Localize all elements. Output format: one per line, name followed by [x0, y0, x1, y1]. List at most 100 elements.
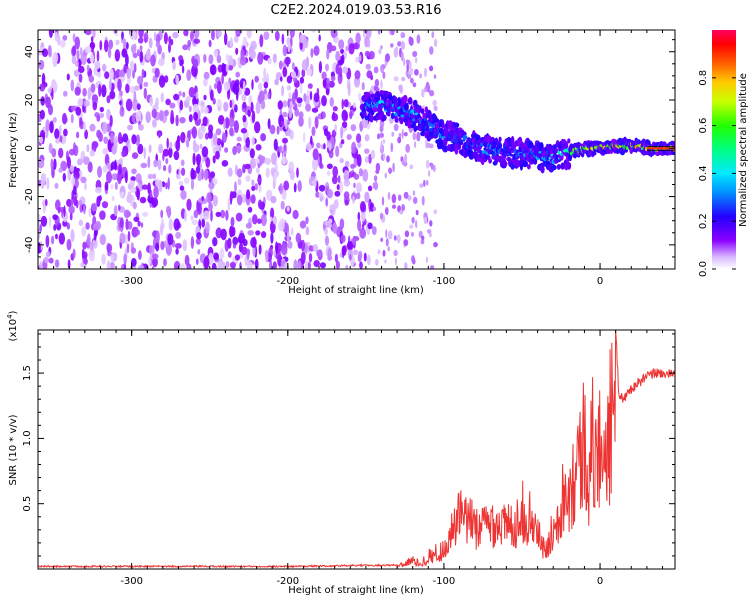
noise-blob	[236, 194, 243, 206]
noise-blob	[119, 100, 122, 106]
noise-blob	[168, 42, 171, 53]
noise-blob	[82, 87, 87, 97]
noise-blob	[196, 232, 202, 240]
noise-blob	[123, 253, 127, 265]
noise-blob	[48, 143, 53, 154]
noise-blob	[215, 150, 220, 160]
noise-blob	[58, 167, 63, 173]
noise-blob	[38, 59, 45, 70]
noise-blob	[38, 158, 45, 169]
noise-blob	[349, 253, 352, 262]
signal-blob	[498, 142, 503, 150]
noise-blob	[335, 260, 340, 269]
noise-blob	[216, 80, 222, 94]
noise-blob	[58, 124, 62, 136]
noise-blob	[310, 135, 313, 147]
noise-blob	[225, 63, 229, 73]
noise-blob	[356, 154, 362, 167]
noise-blob	[326, 188, 333, 199]
noise-blob	[412, 190, 416, 196]
signal-blob	[646, 140, 651, 146]
noise-blob	[116, 159, 123, 168]
noise-blob	[230, 216, 235, 227]
noise-blob	[411, 231, 414, 237]
noise-blob	[419, 183, 424, 189]
noise-blob	[258, 184, 262, 193]
signal-core	[509, 153, 513, 157]
noise-blob	[74, 36, 81, 50]
noise-blob	[54, 259, 60, 268]
noise-blob	[419, 73, 422, 79]
noise-blob	[158, 180, 163, 193]
signal-blob	[402, 94, 408, 103]
figure-title: C2E2.2024.019.03.53.R16	[270, 3, 441, 18]
noise-blob	[219, 248, 225, 259]
noise-blob	[48, 215, 52, 228]
noise-blob	[385, 53, 390, 63]
noise-blob	[48, 30, 53, 38]
noise-blob	[57, 207, 61, 214]
noise-blob	[205, 221, 210, 234]
noise-blob	[290, 70, 297, 79]
snr-line	[38, 330, 675, 569]
noise-blob	[234, 181, 237, 193]
noise-blob	[251, 110, 256, 124]
noise-blob	[216, 30, 222, 38]
noise-blob	[101, 84, 107, 98]
noise-blob	[89, 241, 94, 252]
noise-blob	[393, 123, 399, 132]
noise-blob	[391, 193, 397, 204]
noise-blob	[227, 237, 232, 249]
noise-blob	[401, 204, 405, 212]
noise-blob	[196, 258, 199, 265]
noise-blob	[197, 171, 202, 182]
noise-blob	[70, 165, 74, 173]
noise-blob	[111, 173, 119, 181]
noise-blob	[306, 68, 313, 76]
noise-blob	[83, 121, 87, 132]
noise-blob	[390, 142, 394, 153]
noise-blob	[262, 76, 268, 83]
noise-blob	[109, 68, 114, 81]
snr-panel: -300 -200 -100 0 0.5 1.0 1.5 Height of straig…	[6, 310, 676, 596]
noise-blob	[95, 186, 102, 194]
noise-blob	[340, 48, 345, 54]
noise-blob	[403, 57, 406, 67]
noise-blob	[158, 131, 161, 139]
noise-blob	[320, 144, 324, 150]
noise-blob	[152, 119, 157, 128]
noise-blob	[162, 223, 165, 229]
noise-blob	[213, 252, 220, 260]
noise-blob	[92, 101, 98, 111]
signal-core	[410, 109, 415, 113]
noise-blob	[301, 59, 309, 72]
signal-blob	[522, 160, 528, 168]
noise-blob	[159, 109, 164, 122]
noise-blob	[385, 238, 389, 247]
signal-blob	[411, 120, 417, 127]
noise-blob	[125, 53, 129, 67]
noise-blob	[213, 49, 219, 58]
noise-blob	[103, 136, 109, 144]
noise-blob	[153, 185, 159, 199]
noise-blob	[140, 162, 148, 169]
noise-blob	[160, 240, 165, 251]
noise-blob	[186, 198, 192, 211]
x-tick-label: -200	[276, 576, 299, 587]
noise-blob	[282, 100, 288, 108]
noise-blob	[115, 39, 120, 46]
noise-blob	[311, 158, 319, 171]
noise-blob	[280, 200, 285, 210]
noise-blob	[127, 124, 133, 131]
noise-blob	[338, 39, 345, 50]
noise-blob	[333, 199, 339, 209]
noise-blob	[195, 91, 199, 100]
noise-blob	[89, 123, 96, 132]
noise-blob	[224, 147, 229, 153]
noise-blob	[210, 89, 214, 101]
noise-blob	[314, 116, 319, 129]
y-axis-label: Frequency (Hz)	[8, 112, 19, 188]
noise-blob	[92, 223, 99, 231]
y-multiplier-base: (x10	[8, 319, 19, 342]
noise-blob	[397, 194, 402, 201]
